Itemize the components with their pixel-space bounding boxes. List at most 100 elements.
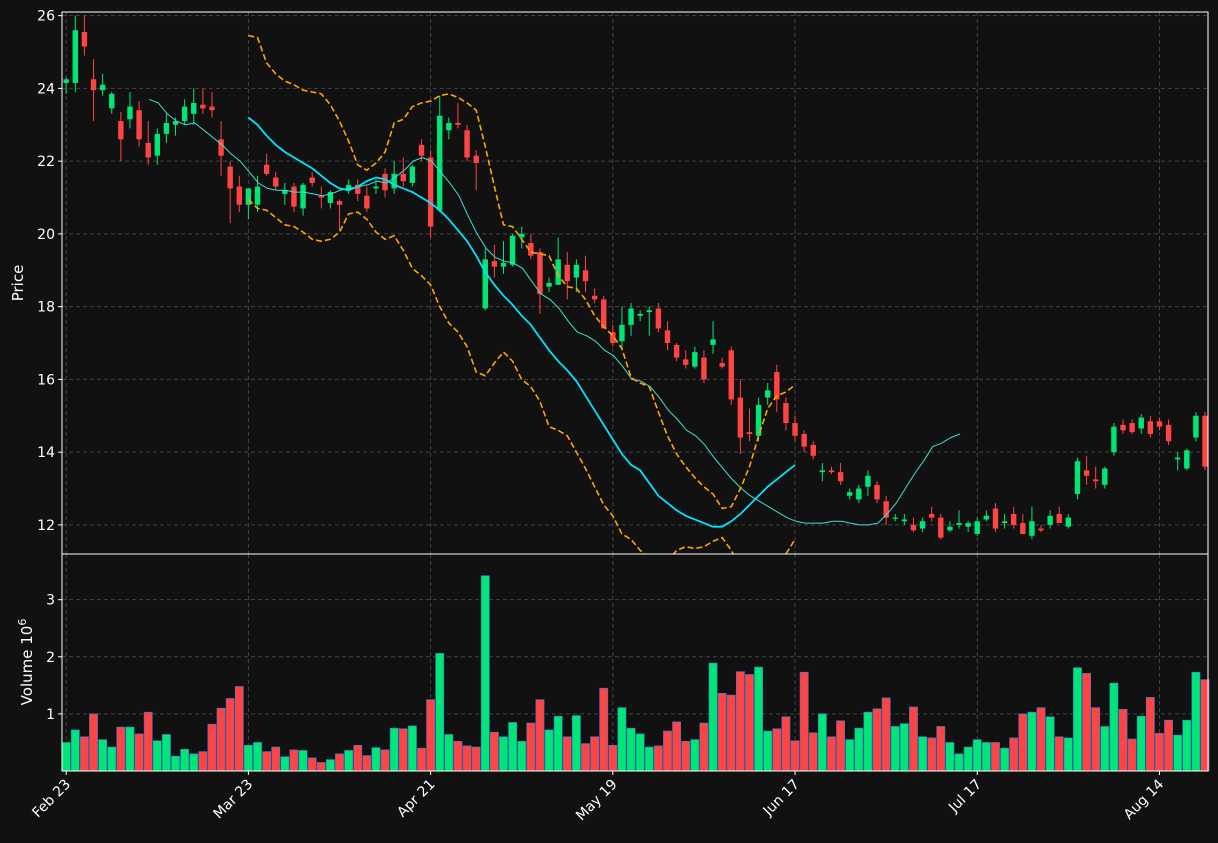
volume-bar: [635, 733, 645, 772]
volume-bar: [207, 723, 217, 772]
volume-bar: [735, 671, 745, 772]
candle-body: [1111, 426, 1117, 453]
volume-bar: [608, 745, 618, 772]
candle-body: [1074, 461, 1081, 494]
volume-bar: [480, 575, 490, 772]
volume-bar: [398, 728, 408, 772]
volume-bar: [344, 750, 354, 772]
candle-body: [1184, 450, 1190, 469]
volume-bar: [253, 742, 262, 772]
candle-body: [90, 79, 97, 91]
candle-body: [364, 195, 370, 209]
volume-bar: [991, 742, 1000, 772]
volume-bar: [1009, 737, 1019, 772]
volume-bar: [745, 674, 754, 772]
candle-body: [1083, 470, 1090, 476]
overlay-lines: [148, 34, 961, 554]
volume-bar: [326, 759, 335, 772]
volume-bar: [453, 741, 463, 772]
candle-body: [938, 517, 944, 538]
volume-bar: [143, 711, 153, 772]
volume-bar: [845, 739, 855, 772]
volume-bar: [116, 726, 126, 772]
candle-body: [136, 110, 142, 140]
volume-bar: [508, 722, 518, 772]
price-tick-label: 16: [37, 372, 55, 388]
volume-bar: [517, 741, 527, 772]
candle-body: [692, 352, 698, 367]
candle-body: [765, 390, 771, 398]
volume-bar: [426, 699, 436, 772]
candle-body: [1020, 523, 1026, 534]
candle-body: [291, 186, 297, 207]
volume-bar: [216, 707, 226, 772]
volume-bar: [189, 753, 199, 772]
volume-bar: [726, 694, 736, 772]
volume-bar: [61, 742, 71, 772]
candle-body: [1065, 517, 1072, 527]
candle-body: [382, 173, 388, 191]
candle-body: [947, 526, 953, 531]
candle-body: [209, 106, 215, 111]
volume-bar: [1118, 709, 1128, 772]
candle-body: [628, 308, 634, 325]
volume-bar: [1045, 716, 1055, 772]
volume-bar: [827, 736, 836, 772]
volume-bar: [371, 747, 381, 772]
volume-tick-label: 1: [46, 707, 55, 723]
candle-body: [974, 521, 980, 534]
volume-bar: [499, 736, 508, 772]
volume-bar: [298, 750, 308, 772]
candle-body: [956, 523, 962, 525]
volume-bar: [763, 730, 773, 772]
candle-body: [856, 488, 862, 500]
candle-body: [655, 308, 662, 329]
candle-body: [664, 330, 671, 344]
volume-bar: [471, 746, 481, 772]
candle-body: [683, 359, 689, 365]
volume-bar: [1191, 671, 1201, 772]
candle-body: [637, 313, 643, 316]
candle-body: [473, 155, 479, 163]
volume-bar: [244, 745, 253, 772]
volume-bar: [1164, 719, 1173, 772]
candle-body: [99, 84, 106, 91]
price-tick-label: 18: [37, 300, 55, 316]
volume-bar: [672, 721, 682, 772]
candle-body: [874, 484, 880, 500]
volume-grid: [62, 554, 1208, 771]
candle-body: [901, 519, 908, 522]
candle-body: [746, 432, 753, 434]
candle-body: [1102, 468, 1108, 485]
candle-body: [701, 357, 707, 380]
volume-bar: [854, 727, 864, 772]
volume-bar: [1054, 736, 1064, 772]
candle-body: [582, 270, 589, 282]
candle-body: [728, 350, 734, 400]
candle-body: [427, 157, 434, 227]
candle-body: [437, 115, 443, 211]
volume-bar: [280, 756, 290, 772]
volume-bar: [899, 723, 909, 772]
candle-body: [755, 404, 762, 436]
price-grid: [62, 12, 1208, 554]
volume-bar: [1082, 673, 1091, 772]
candle-body: [327, 192, 334, 203]
candle-body: [983, 515, 990, 520]
candle-body: [737, 397, 744, 438]
volume-bar: [1073, 667, 1082, 772]
volume-bar: [289, 749, 299, 772]
candle-body: [491, 261, 498, 267]
candle-body: [154, 133, 161, 156]
candle-body: [928, 513, 935, 518]
volume-bar: [362, 755, 372, 772]
candle-body: [1165, 424, 1172, 442]
volume-bar: [799, 671, 809, 772]
candle-body: [965, 523, 971, 527]
price-tick-label: 26: [37, 9, 55, 25]
candle-body: [1010, 513, 1017, 525]
volume-bar: [489, 731, 499, 772]
candle-body: [801, 433, 807, 447]
volume-bar: [927, 737, 937, 772]
candle-body: [774, 372, 780, 400]
